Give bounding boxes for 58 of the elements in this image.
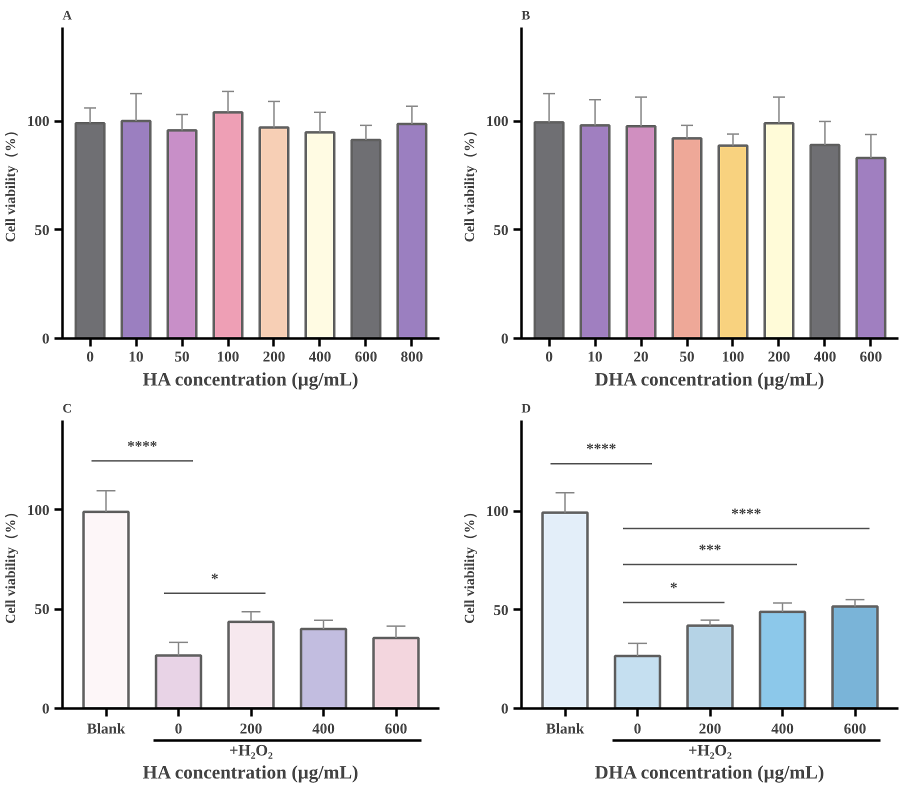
x-axis-title: HA concentration (µg/mL) [142,370,358,390]
annotation: **** [127,438,158,455]
y-tick-label: 50 [494,602,508,619]
y-tick-label: 100 [486,504,508,520]
y-tick-label: 100 [27,502,50,519]
x-tick-label: 400 [814,350,836,366]
y-tick-label: 50 [494,222,508,239]
x-tick-label: 100 [722,350,744,366]
y-axis-title: Cell viability（%） [4,124,19,242]
y-tick-label: 0 [42,332,50,348]
x-tick-label: 200 [262,350,286,366]
x-tick-label: 0 [86,350,94,366]
y-tick-label: 50 [34,602,50,618]
x-tick-label: 50 [174,350,190,366]
y-axis-title: Cell viability（%） [463,505,478,624]
x-tick-label: 800 [400,350,424,366]
annotation: *** [698,542,722,558]
chart-title: D [522,400,531,416]
y-tick-label: 0 [501,332,508,348]
x-tick-label: 200 [768,350,790,366]
x-tick-label: 400 [771,722,794,738]
text: +H₂O₂ [688,742,732,760]
x-tick-label: 600 [844,722,866,738]
x-tick-label: 10 [588,350,603,366]
y-tick-label: 0 [42,702,50,718]
x-tick-label: 200 [240,722,262,738]
x-axis-title: DHA concentration (µg/mL) [594,762,824,784]
y-tick-label: 100 [486,114,508,130]
y-axis-title: Cell viability（%） [4,505,19,624]
annotation: * [670,580,678,597]
text: +H₂O₂ [229,742,274,760]
x-axis-title: HA concentration (µg/mL) [142,762,358,784]
x-tick-label: 600 [354,350,378,366]
y-tick-label: 100 [27,114,50,130]
x-tick-label: 0 [545,350,553,366]
x-tick-label: 600 [860,350,882,366]
x-tick-label: 0 [174,722,182,738]
y-axis-title: Cell viability（%） [463,124,478,242]
annotation: **** [586,442,616,458]
y-tick-label: 0 [501,702,508,718]
x-tick-label: Blank [86,722,126,738]
chart-title: C [62,400,72,416]
chart-title: B [522,8,530,22]
annotation: **** [731,506,762,522]
x-tick-label: 200 [698,722,722,738]
x-tick-label: 10 [128,350,144,366]
x-tick-label: Blank [546,722,585,738]
x-tick-label: 20 [634,350,649,366]
x-tick-label: 0 [634,722,642,738]
x-tick-label: 100 [216,350,240,366]
x-tick-label: 600 [384,722,408,738]
x-axis-title: DHA concentration (µg/mL) [594,370,824,390]
x-tick-label: 400 [312,722,335,738]
x-tick-label: 400 [308,350,332,366]
annotation: * [211,571,218,588]
x-tick-label: 50 [680,350,695,366]
y-tick-label: 50 [34,222,50,239]
chart-title: A [62,8,72,22]
